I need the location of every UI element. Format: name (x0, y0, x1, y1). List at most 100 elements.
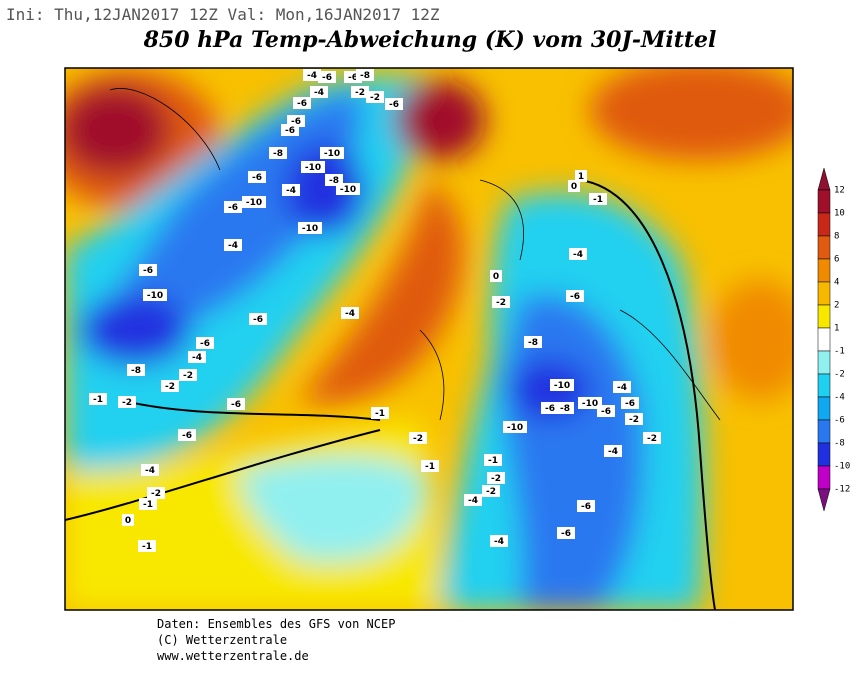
colorbar-label: -8 (834, 439, 845, 449)
contour-label: -8 (329, 176, 339, 186)
contour-label: -6 (200, 339, 210, 349)
label-box (597, 405, 615, 417)
contour-label: -6 (291, 117, 301, 127)
colorbar-label: -4 (834, 393, 845, 403)
contour-label: -6 (322, 73, 332, 83)
colorbar-segment (817, 373, 831, 398)
label-box (569, 248, 587, 260)
contour-label: -6 (389, 100, 399, 110)
colorbar-label: -2 (834, 370, 845, 380)
label-box (385, 98, 403, 110)
contour-label: -6 (143, 266, 153, 276)
label-box (578, 397, 602, 409)
contour-label: -10 (324, 149, 340, 159)
label-box (282, 184, 300, 196)
contour-label: -2 (370, 93, 380, 103)
contour-label: -1 (488, 456, 498, 466)
label-box (188, 351, 206, 363)
label-box (242, 196, 266, 208)
colorbar-segment (817, 350, 831, 375)
colorbar-segment (817, 281, 831, 306)
contour-label: -1 (142, 542, 152, 552)
label-box (541, 402, 559, 414)
contour-label: -1 (425, 462, 435, 472)
contour-label: -2 (486, 487, 496, 497)
label-box (482, 485, 500, 497)
colorbar-label: 6 (834, 255, 839, 265)
label-box (138, 540, 156, 552)
contour-label: -8 (131, 366, 141, 376)
run-info: Ini: Thu,12JAN2017 12Z Val: Mon,16JAN201… (6, 5, 440, 24)
contour-label: -2 (122, 398, 132, 408)
label-box (351, 86, 369, 98)
contour-label: -6 (581, 502, 591, 512)
colorbar-label: 2 (834, 301, 839, 311)
contour-label: -4 (468, 496, 478, 506)
colorbar-segment (817, 465, 831, 490)
label-box (227, 398, 245, 410)
contour-label: -1 (143, 500, 153, 510)
colorbar-segment (817, 304, 831, 329)
colorbar-segment (817, 327, 831, 352)
contour-label: -4 (573, 250, 583, 260)
contour-label: -10 (302, 224, 318, 234)
contour-label: -8 (273, 149, 283, 159)
contour-label: 0 (571, 182, 577, 192)
colorbar-segment (817, 189, 831, 214)
label-box (320, 147, 344, 159)
label-box (310, 86, 328, 98)
contour-label: 1 (578, 172, 584, 182)
label-box (118, 396, 136, 408)
title: 850 hPa Temp-Abweichung (K) vom 30J-Mitt… (143, 27, 717, 53)
contour-label: 0 (125, 516, 131, 526)
colorbar-segment (817, 442, 831, 467)
colorbar-label: -10 (834, 462, 850, 472)
label-box (248, 171, 266, 183)
label-box (568, 180, 580, 192)
label-box (492, 296, 510, 308)
label-box (301, 161, 325, 173)
contour-label: -4 (345, 309, 355, 319)
contour-label: -2 (647, 434, 657, 444)
label-box (464, 494, 482, 506)
colorbar-label: -12 (834, 485, 850, 495)
contour-label: -8 (360, 71, 370, 81)
label-box (371, 407, 389, 419)
label-box (566, 290, 584, 302)
contour-label: -6 (570, 292, 580, 302)
colorbar-label: 10 (834, 209, 845, 219)
label-box (161, 380, 179, 392)
contour-label: -4 (192, 353, 202, 363)
contour-label: -2 (183, 371, 193, 381)
label-box (524, 336, 542, 348)
contour-label: -2 (151, 489, 161, 499)
label-box (147, 487, 165, 499)
contour-label: -4 (494, 537, 504, 547)
label-box (298, 222, 322, 234)
label-box (224, 201, 242, 213)
contour-label: -2 (355, 88, 365, 98)
label-box (281, 124, 299, 136)
label-box (366, 91, 384, 103)
label-box (178, 429, 196, 441)
footer-source: Daten: Ensembles des GFS von NCEP (157, 617, 395, 631)
label-box (89, 393, 107, 405)
contour-label: -4 (314, 88, 324, 98)
map-frame (64, 67, 794, 611)
label-box (303, 69, 321, 81)
contour-label: -10 (507, 423, 523, 433)
contour-label: -2 (413, 434, 423, 444)
contour-label: -2 (496, 298, 506, 308)
colorbar-label: 8 (834, 232, 839, 242)
contour-label: -8 (528, 338, 538, 348)
label-box (613, 381, 631, 393)
colorbar-segment (817, 258, 831, 283)
contour-label: -10 (582, 399, 598, 409)
contour-label: -1 (93, 395, 103, 405)
colorbar-segment (817, 212, 831, 237)
label-box (577, 500, 595, 512)
colorbar-label: 4 (834, 278, 839, 288)
label-box (269, 147, 287, 159)
contour-label: -6 (228, 203, 238, 213)
label-box (409, 432, 427, 444)
